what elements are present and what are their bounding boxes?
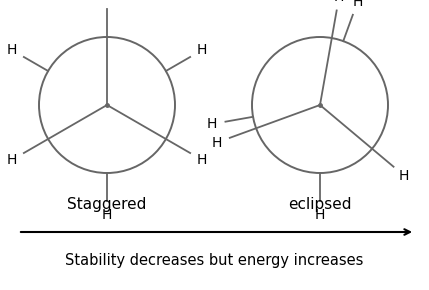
Text: H: H (315, 208, 325, 222)
Text: H: H (206, 117, 217, 131)
Text: H: H (211, 136, 222, 150)
Text: H: H (353, 0, 363, 9)
Text: H: H (102, 208, 112, 222)
Text: H: H (102, 0, 112, 2)
Text: H: H (6, 43, 17, 57)
Text: H: H (399, 169, 409, 183)
Text: H: H (197, 43, 208, 57)
Text: eclipsed: eclipsed (288, 197, 352, 213)
Text: H: H (197, 153, 208, 167)
Text: H: H (6, 153, 17, 167)
Text: Stability decreases but energy increases: Stability decreases but energy increases (65, 253, 363, 267)
Text: Staggered: Staggered (67, 197, 147, 213)
Text: H: H (334, 0, 344, 4)
